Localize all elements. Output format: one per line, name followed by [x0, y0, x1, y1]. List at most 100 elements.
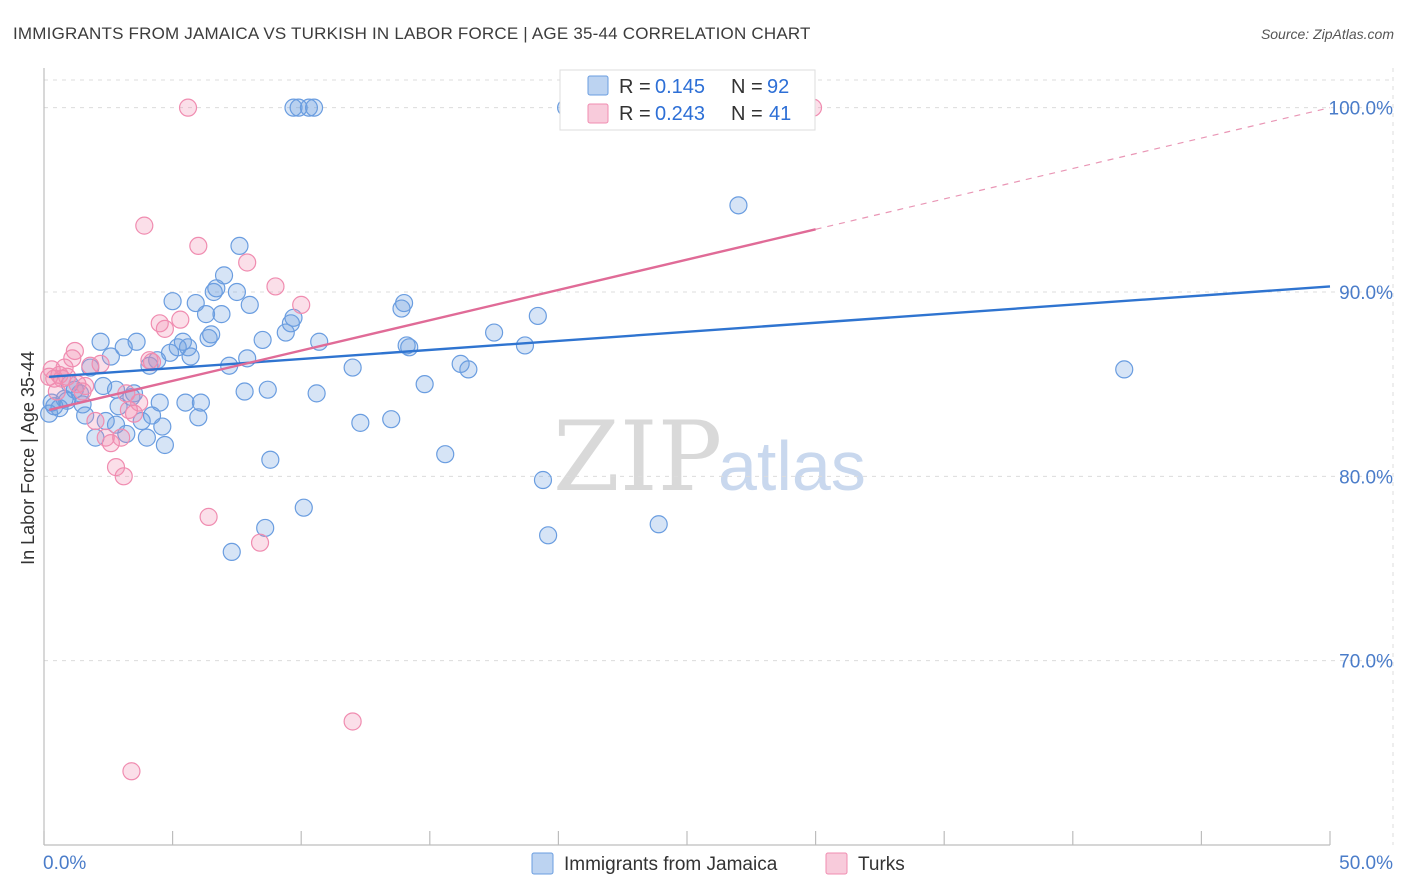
point-turks — [76, 376, 95, 396]
watermark-zip: ZIP — [553, 401, 722, 513]
point-jamaica — [181, 347, 200, 366]
point-jamaica — [397, 336, 416, 355]
legend-n-label-jamaica: N = — [731, 76, 763, 98]
point-jamaica — [284, 98, 303, 117]
legend-n-value-turks: 41 — [769, 103, 791, 125]
legend-swatch-turks — [587, 103, 609, 124]
point-turks — [292, 295, 311, 314]
point-jamaica — [227, 282, 246, 302]
point-jamaica — [240, 295, 259, 314]
point-jamaica — [230, 236, 249, 256]
point-turks — [101, 434, 120, 453]
stats-legend-box — [559, 69, 816, 131]
legend-r-value-turks: 0.243 — [655, 103, 705, 125]
legend-r-value-jamaica: 0.145 — [655, 76, 705, 98]
point-turks — [250, 533, 270, 552]
y-axis-label: In Labor Force | Age 35-44 — [18, 351, 38, 565]
series-legend-swatch-turks — [825, 852, 848, 875]
point-jamaica — [261, 450, 280, 469]
series-legend-label-jamaica: Immigrants from Jamaica — [564, 854, 778, 875]
series-legend-label-turks: Turks — [858, 854, 905, 875]
point-jamaica — [307, 384, 326, 403]
trendline-turks-extension — [815, 107, 1331, 230]
point-jamaica — [212, 305, 231, 324]
point-jamaica — [168, 338, 187, 357]
point-jamaica — [196, 305, 216, 324]
point-jamaica — [189, 408, 208, 427]
point-jamaica — [91, 332, 110, 351]
point-turks — [65, 341, 84, 361]
point-jamaica — [155, 435, 174, 455]
y-tick-labels: 70.0% 80.0% 90.0% 100.0% — [1329, 99, 1394, 673]
trendline-jamaica — [49, 285, 1331, 378]
trendline-turks — [48, 228, 816, 412]
legend-n-label-turks: N = — [731, 103, 763, 125]
legend-swatch-jamaica — [587, 75, 609, 96]
point-jamaica — [253, 330, 272, 350]
series-legend: Immigrants from Jamaica Turks — [531, 852, 905, 875]
point-jamaica — [382, 410, 401, 429]
point-jamaica — [436, 445, 455, 464]
point-jamaica — [304, 98, 324, 117]
point-jamaica — [137, 428, 156, 447]
grid-layer — [44, 68, 1394, 845]
watermark-atlas: atlas — [718, 427, 866, 505]
point-jamaica — [153, 417, 172, 436]
point-turks — [266, 277, 285, 296]
point-jamaica — [289, 98, 308, 117]
point-turks — [91, 354, 110, 373]
point-jamaica — [539, 526, 558, 545]
point-jamaica — [214, 266, 234, 285]
point-turks — [178, 98, 198, 117]
point-turks — [63, 349, 82, 368]
chart-title: IMMIGRANTS FROM JAMAICA VS TURKISH IN LA… — [13, 24, 811, 43]
point-turks — [122, 762, 141, 781]
point-turks — [155, 319, 174, 338]
watermark: ZIP atlas — [553, 401, 866, 513]
series-legend-swatch-jamaica — [531, 852, 554, 875]
y-tick-label: 90.0% — [1339, 283, 1393, 304]
point-jamaica — [150, 393, 169, 412]
point-jamaica — [459, 360, 478, 379]
legend-r-label-jamaica: R = — [619, 76, 651, 98]
point-jamaica — [515, 336, 535, 355]
point-jamaica — [222, 542, 241, 562]
point-jamaica — [400, 338, 419, 357]
point-jamaica — [176, 393, 195, 412]
point-jamaica — [394, 293, 414, 313]
point-jamaica — [76, 406, 95, 425]
point-jamaica — [415, 375, 434, 394]
y-tick-label: 80.0% — [1339, 467, 1393, 488]
point-jamaica — [729, 196, 748, 215]
point-turks — [124, 404, 144, 423]
axis-layer — [43, 68, 1331, 846]
point-jamaica — [101, 347, 120, 366]
chart-source: Source: ZipAtlas.com — [1261, 26, 1394, 42]
point-jamaica — [351, 413, 370, 432]
point-jamaica — [202, 325, 221, 344]
point-turks — [189, 236, 208, 256]
point-turks — [171, 310, 190, 329]
legend-r-label-turks: R = — [619, 103, 651, 125]
point-jamaica — [485, 323, 504, 342]
point-jamaica — [299, 98, 319, 117]
point-jamaica — [191, 393, 210, 412]
point-turks — [114, 467, 133, 486]
point-jamaica — [127, 332, 146, 351]
point-jamaica — [649, 515, 668, 534]
point-jamaica — [132, 411, 151, 431]
trend-layer — [48, 107, 1331, 412]
point-turks — [130, 393, 149, 412]
point-jamaica — [163, 292, 182, 311]
point-jamaica — [258, 380, 277, 399]
point-turks — [199, 507, 218, 526]
y-tick-label: 100.0% — [1329, 99, 1394, 120]
y-tick-label: 70.0% — [1339, 652, 1393, 673]
point-turks — [112, 428, 131, 447]
point-jamaica — [173, 332, 192, 351]
x-tick-label-max: 50.0% — [1339, 853, 1393, 874]
x-tick-label-min: 0.0% — [43, 853, 86, 874]
point-jamaica — [186, 293, 205, 313]
point-turks — [238, 253, 257, 272]
point-turks — [106, 458, 126, 477]
